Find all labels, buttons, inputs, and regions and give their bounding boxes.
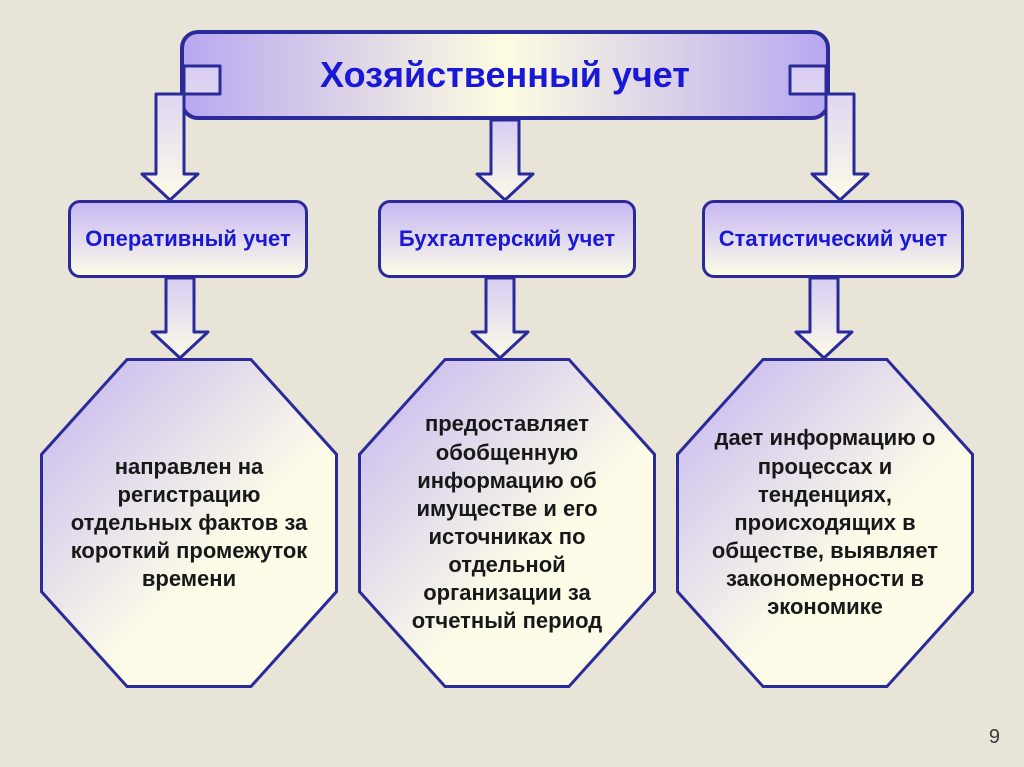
branch-desc-0: направлен на регистрацию отдельных факто… bbox=[40, 358, 338, 688]
branch-desc-1: предоставляет обобщенную информацию об и… bbox=[358, 358, 656, 688]
branch-label-0: Оперативный учет bbox=[68, 200, 308, 278]
page-number: 9 bbox=[989, 726, 1000, 749]
branch-desc-2: дает информацию о процессах и тенденциях… bbox=[676, 358, 974, 688]
branch-label-1: Бухгалтерский учет bbox=[378, 200, 636, 278]
branch-label-2: Статистический учет bbox=[702, 200, 964, 278]
